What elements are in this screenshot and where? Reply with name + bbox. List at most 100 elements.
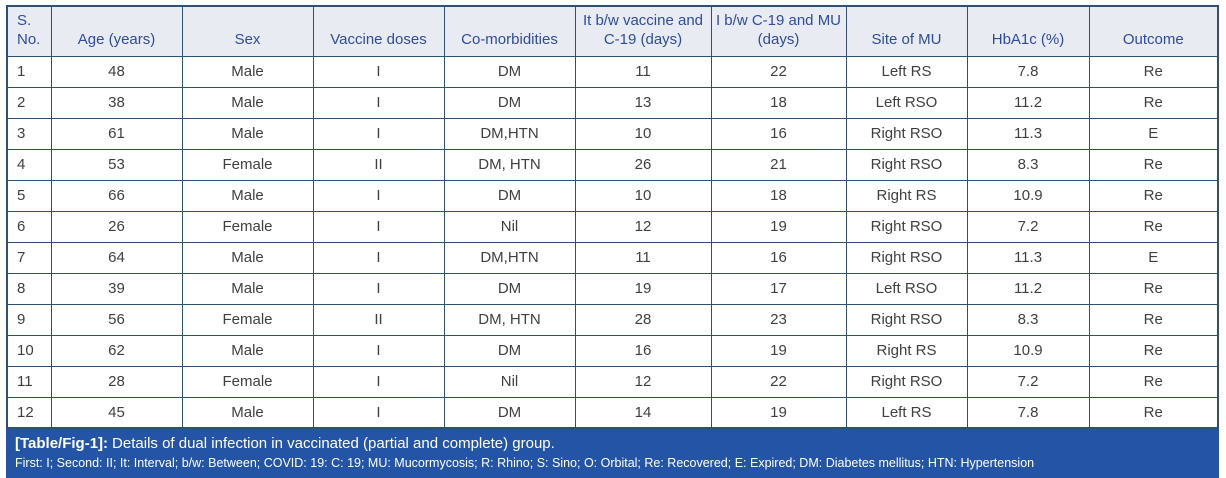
table-cell-vaccine-doses: II [312,303,445,336]
table-row: 7 64 Male I DM,HTN 11 16 Right RSO 11.3 E [6,241,1219,274]
table-cell-site-of-mu: Left RS [845,396,968,429]
table-cell-vaccine-doses: I [312,334,445,367]
caption-line: [Table/Fig-1]: Details of dual infection … [15,434,1209,454]
table-cell-co-morbidities: DM [443,396,576,429]
table-cell-co-morbidities: DM [443,179,576,212]
table-cell-hba1c: 11.2 [966,272,1090,305]
table-cell-hba1c: 8.3 [966,148,1090,181]
table-cell-outcome: E [1088,241,1219,274]
column-header-hba1c: HbA1c (%) [966,5,1090,57]
table-cell-age: 62 [50,334,183,367]
table-cell-hba1c: 10.9 [966,334,1090,367]
table-cell-outcome: E [1088,117,1219,150]
table-cell-age: 48 [50,55,183,88]
table-cell-vaccine-doses: I [312,272,445,305]
table-cell-interval-c19-mu: 18 [710,86,847,119]
table-cell-outcome: Re [1088,365,1219,398]
table-cell-co-morbidities: DM [443,55,576,88]
table-cell-sno: 2 [6,86,52,119]
table-cell-outcome: Re [1088,148,1219,181]
table-cell-interval-c19-mu: 16 [710,117,847,150]
column-header-vaccine-doses: Vaccine doses [312,5,445,57]
table-cell-sno: 4 [6,148,52,181]
column-header-interval-vaccine-c19: It b/w vaccine and C-19 (days) [574,5,712,57]
table-cell-outcome: Re [1088,272,1219,305]
table-cell-interval-vaccine-c19: 14 [574,396,712,429]
table-cell-age: 39 [50,272,183,305]
table-cell-sex: Male [181,272,314,305]
table-cell-age: 64 [50,241,183,274]
table-cell-interval-c19-mu: 18 [710,179,847,212]
column-header-age: Age (years) [50,5,183,57]
table-cell-sex: Male [181,86,314,119]
table-cell-sno: 7 [6,241,52,274]
table-cell-outcome: Re [1088,396,1219,429]
table-row: 11 28 Female I Nil 12 22 Right RSO 7.2 Re [6,365,1219,398]
data-table: S. No. Age (years) Sex Vaccine doses Co-morb… [6,5,1219,429]
table-body: 1 48 Male I DM 11 22 Left RS 7.8 Re 2 38 Male I DM 13 18… [6,55,1219,429]
table-cell-age: 38 [50,86,183,119]
footnote: First: I; Second: II; It: Interval; b/w:… [15,455,1035,470]
table-cell-hba1c: 7.8 [966,396,1090,429]
table-cell-interval-vaccine-c19: 16 [574,334,712,367]
table-cell-vaccine-doses: I [312,86,445,119]
table-cell-vaccine-doses: II [312,148,445,181]
table-cell-interval-vaccine-c19: 11 [574,55,712,88]
table-cell-vaccine-doses: I [312,365,445,398]
table-cell-site-of-mu: Right RSO [845,303,968,336]
table-cell-sex: Male [181,117,314,150]
column-header-sno: S. No. [6,5,52,57]
caption-text: Details of dual infection in vaccinated … [112,435,555,452]
table-cell-outcome: Re [1088,210,1219,243]
table-cell-interval-c19-mu: 22 [710,365,847,398]
table-cell-vaccine-doses: I [312,210,445,243]
table-cell-age: 26 [50,210,183,243]
table-cell-sno: 8 [6,272,52,305]
table-cell-sno: 1 [6,55,52,88]
table-cell-interval-c19-mu: 23 [710,303,847,336]
table-cell-hba1c: 10.9 [966,179,1090,212]
table-cell-site-of-mu: Right RSO [845,210,968,243]
table-cell-sno: 9 [6,303,52,336]
table-cell-interval-c19-mu: 19 [710,396,847,429]
table-cell-interval-vaccine-c19: 13 [574,86,712,119]
table-cell-site-of-mu: Right RS [845,334,968,367]
table-row: 4 53 Female II DM, HTN 26 21 Right RSO 8.3 Re [6,148,1219,181]
table-row: 2 38 Male I DM 13 18 Left RSO 11.2 Re [6,86,1219,119]
table-cell-hba1c: 8.3 [966,303,1090,336]
table-cell-site-of-mu: Left RSO [845,272,968,305]
table-cell-co-morbidities: Nil [443,210,576,243]
table-row: 10 62 Male I DM 16 19 Right RS 10.9 Re [6,334,1219,367]
table-cell-co-morbidities: DM [443,272,576,305]
table-cell-co-morbidities: DM [443,86,576,119]
table-figure: S. No. Age (years) Sex Vaccine doses Co-morb… [6,5,1220,478]
table-cell-interval-vaccine-c19: 19 [574,272,712,305]
column-header-interval-c19-mu: I b/w C-19 and MU (days) [710,5,847,57]
table-cell-sex: Male [181,396,314,429]
table-cell-co-morbidities: DM, HTN [443,303,576,336]
table-cell-vaccine-doses: I [312,179,445,212]
table-cell-sex: Male [181,241,314,274]
table-cell-interval-vaccine-c19: 12 [574,210,712,243]
table-row: 9 56 Female II DM, HTN 28 23 Right RSO 8.3 Re [6,303,1219,336]
table-cell-interval-c19-mu: 19 [710,334,847,367]
table-cell-vaccine-doses: I [312,117,445,150]
table-cell-sex: Female [181,148,314,181]
table-cell-co-morbidities: DM, HTN [443,148,576,181]
table-cell-co-morbidities: Nil [443,365,576,398]
table-cell-hba1c: 7.8 [966,55,1090,88]
table-cell-interval-c19-mu: 22 [710,55,847,88]
table-cell-hba1c: 11.3 [966,117,1090,150]
table-cell-outcome: Re [1088,303,1219,336]
table-cell-co-morbidities: DM,HTN [443,117,576,150]
table-cell-hba1c: 7.2 [966,365,1090,398]
table-cell-outcome: Re [1088,86,1219,119]
table-row: 6 26 Female I Nil 12 19 Right RSO 7.2 Re [6,210,1219,243]
table-row: 3 61 Male I DM,HTN 10 16 Right RSO 11.3 E [6,117,1219,150]
table-cell-sex: Male [181,334,314,367]
table-cell-site-of-mu: Right RSO [845,365,968,398]
table-cell-site-of-mu: Right RSO [845,117,968,150]
column-header-site-of-mu: Site of MU [845,5,968,57]
table-cell-age: 45 [50,396,183,429]
table-cell-site-of-mu: Left RSO [845,86,968,119]
